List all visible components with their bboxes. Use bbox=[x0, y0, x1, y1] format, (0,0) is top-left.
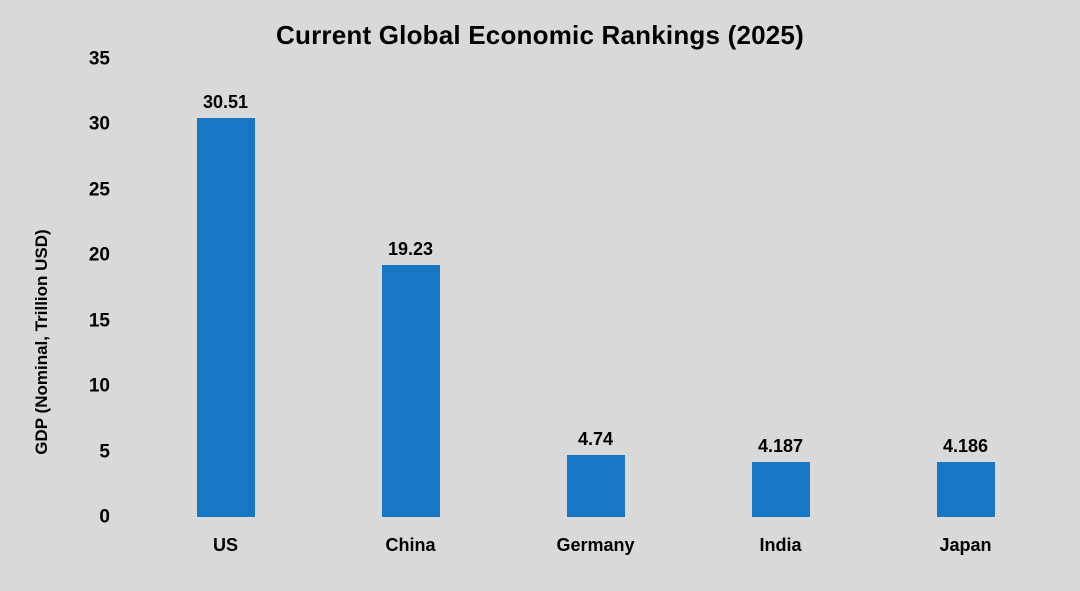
bar-value-label: 4.187 bbox=[757, 436, 804, 457]
x-axis-category-label: India bbox=[759, 535, 802, 555]
bar bbox=[566, 454, 625, 517]
bar-group: 19.23 China bbox=[318, 59, 503, 554]
bar bbox=[936, 462, 995, 517]
y-axis-ticks: 0 5 10 15 20 25 30 35 bbox=[55, 50, 110, 527]
bar bbox=[751, 462, 810, 517]
y-tick-label: 15 bbox=[88, 310, 110, 332]
bar-value-label: 30.51 bbox=[202, 91, 249, 112]
y-tick-label: 25 bbox=[88, 179, 110, 201]
bar bbox=[381, 265, 440, 517]
x-axis-category-label: Germany bbox=[556, 535, 635, 555]
bar-value-label: 19.23 bbox=[387, 239, 434, 260]
y-tick-label: 0 bbox=[99, 506, 110, 528]
y-tick-label: 10 bbox=[88, 375, 110, 397]
bar-group: 4.74 Germany bbox=[503, 59, 688, 554]
x-axis-category-label: US bbox=[212, 535, 238, 555]
plot-area: 30.51 US 19.23 China 4.74 Germany 4.187 India 4.… bbox=[133, 59, 1058, 554]
y-tick-label: 5 bbox=[99, 441, 110, 463]
bar-group: 30.51 US bbox=[133, 59, 318, 554]
chart-title: Current Global Economic Rankings (2025) bbox=[276, 20, 804, 50]
bar-group: 4.187 India bbox=[688, 59, 873, 554]
y-tick-label: 35 bbox=[88, 48, 110, 70]
y-axis-title: GDP (Nominal, Trillion USD) bbox=[32, 229, 51, 455]
bar-value-label: 4.186 bbox=[942, 436, 989, 457]
y-tick-label: 20 bbox=[88, 244, 110, 266]
bar-value-label: 4.74 bbox=[577, 428, 614, 449]
x-axis-category-label: China bbox=[385, 535, 436, 555]
bar-group: 4.186 Japan bbox=[873, 59, 1058, 554]
y-tick-label: 30 bbox=[88, 113, 110, 135]
bar bbox=[196, 117, 255, 517]
x-axis-category-label: Japan bbox=[939, 535, 992, 555]
